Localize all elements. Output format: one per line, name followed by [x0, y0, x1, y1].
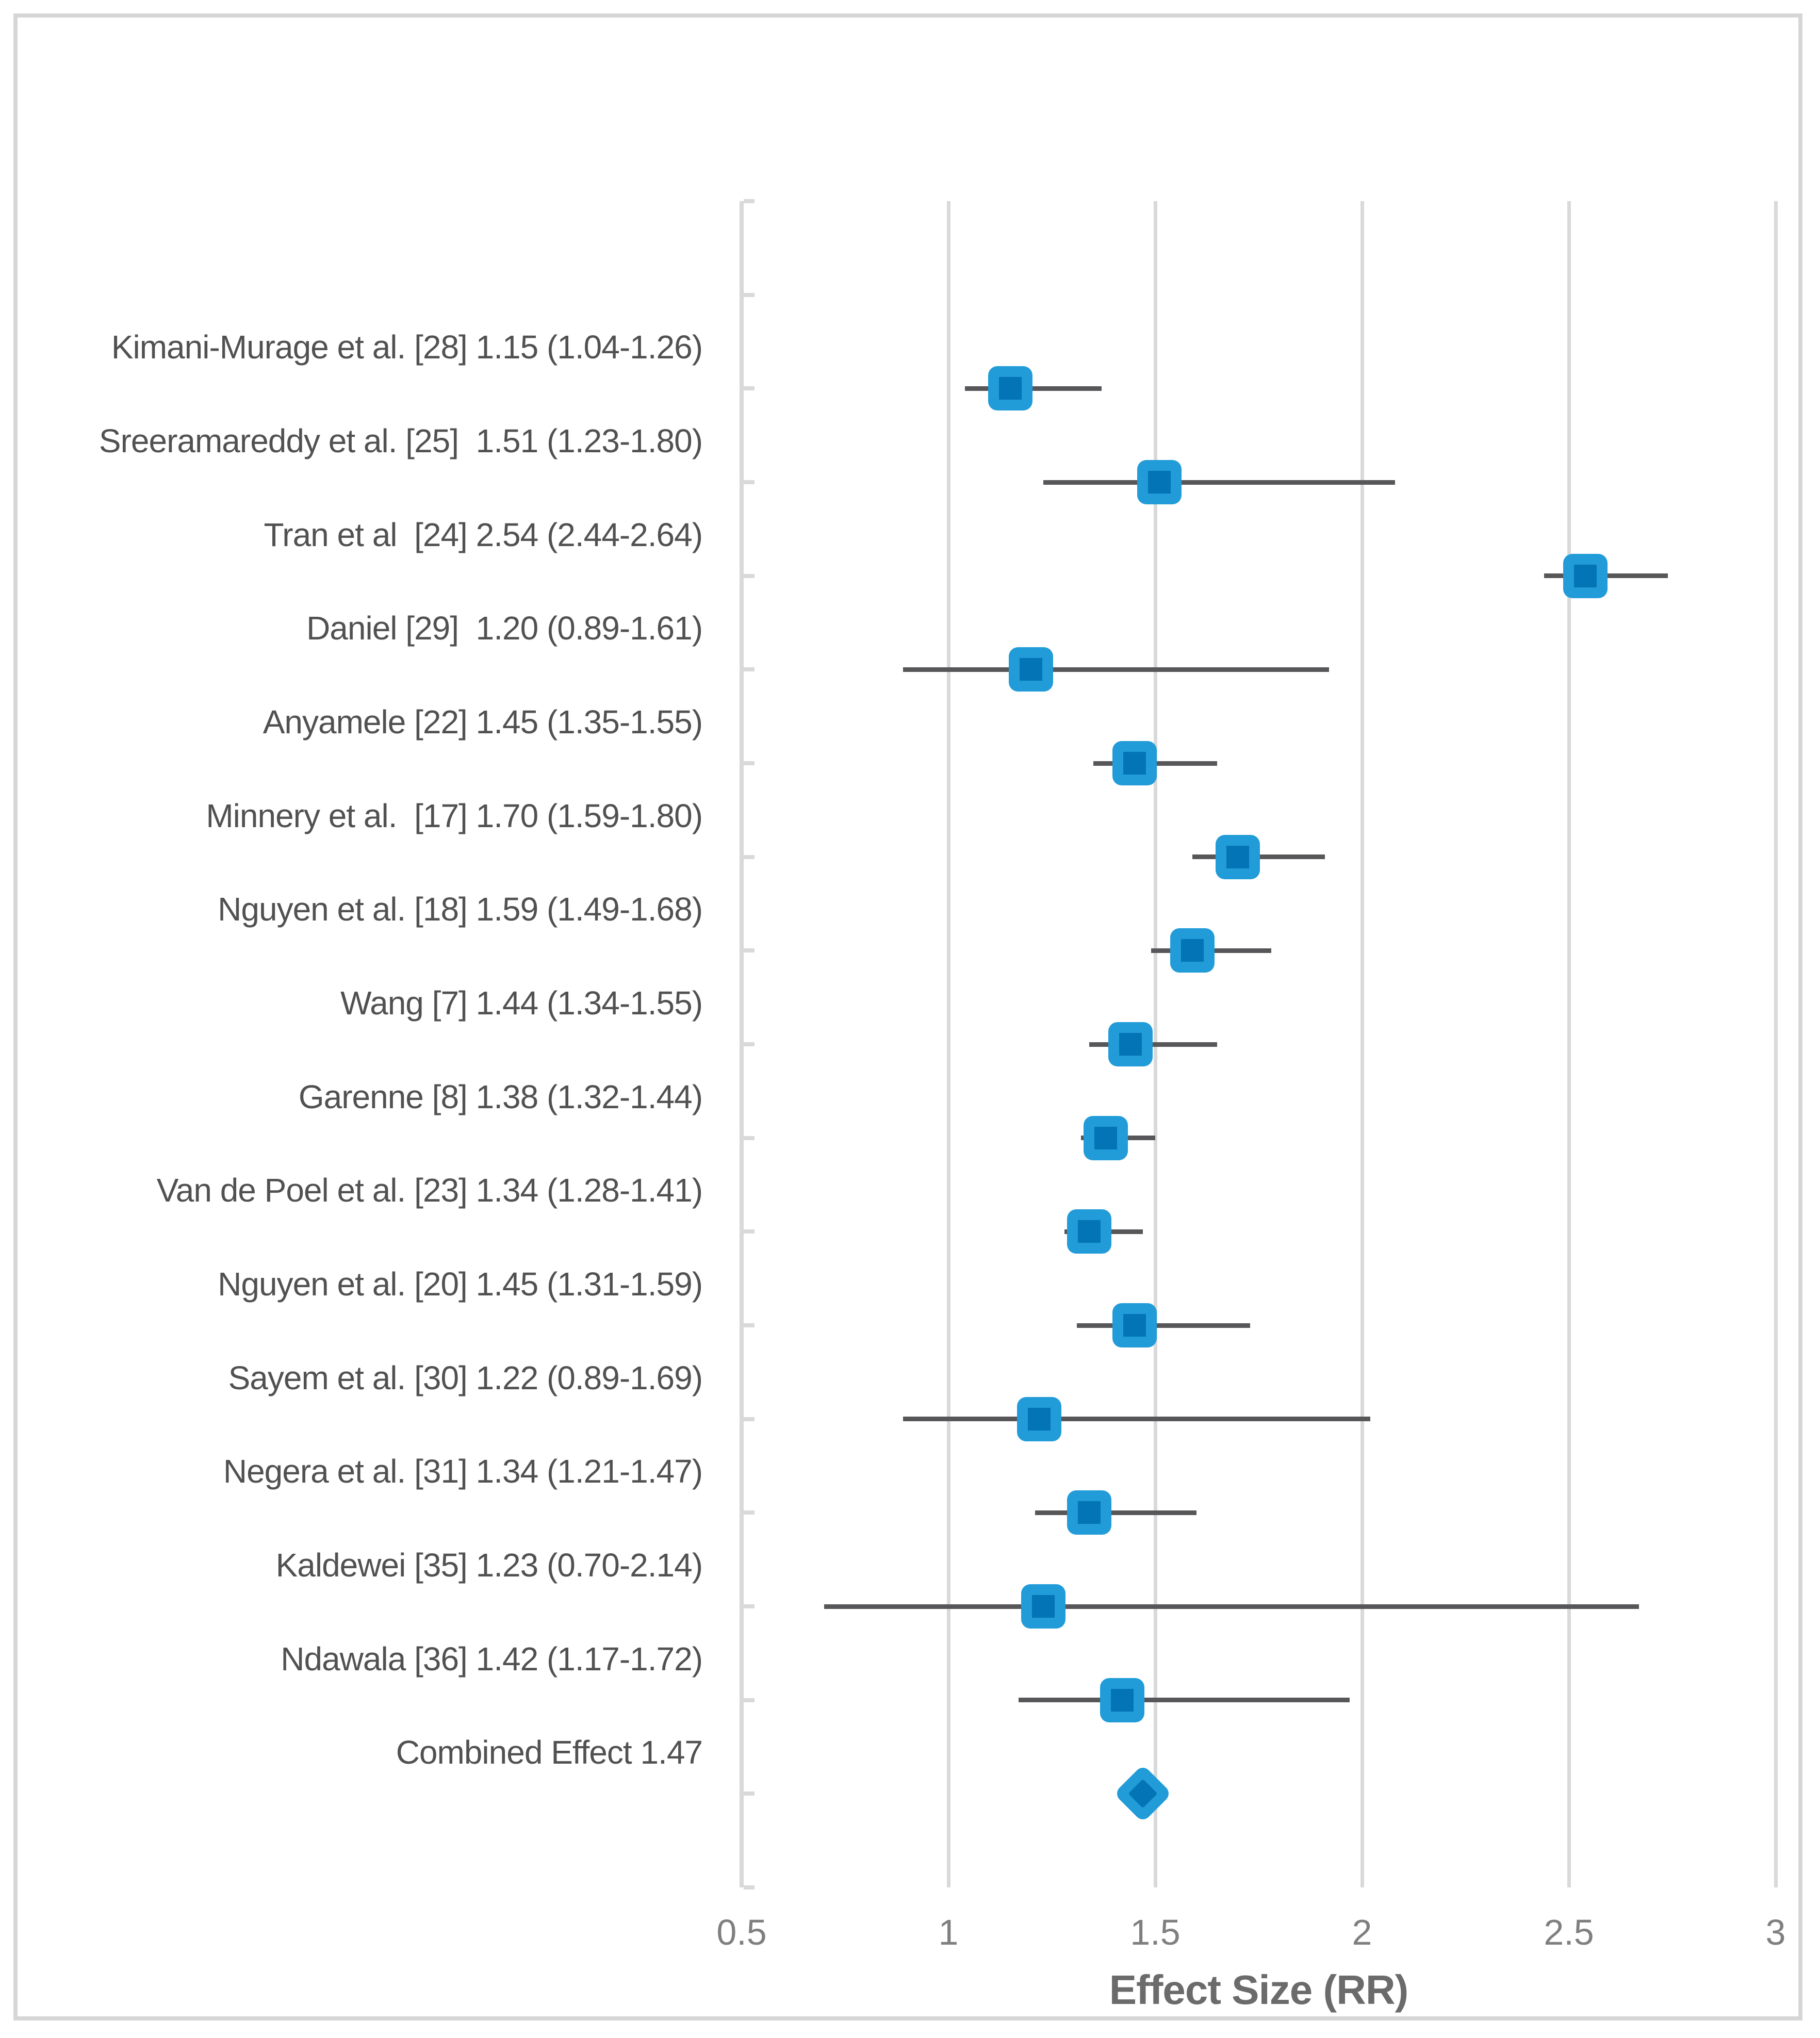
study-label: Ndawala [36] 1.42 (1.17-1.72) [281, 1640, 703, 1678]
study-label: Daniel [29] 1.20 (0.89-1.61) [306, 610, 703, 647]
y-axis-tick [744, 386, 755, 391]
effect-marker-inner [1148, 471, 1171, 494]
effect-marker-inner [1574, 564, 1597, 587]
study-label: Garenne [8] 1.38 (1.32-1.44) [298, 1078, 703, 1115]
y-axis-tick [744, 292, 755, 297]
study-label: Kimani-Murage et al. [28] 1.15 (1.04-1.2… [111, 328, 703, 366]
effect-marker-square [1216, 834, 1260, 879]
combined-effect-diamond [1113, 1764, 1172, 1823]
effect-marker-inner [1094, 1126, 1117, 1149]
effect-marker-square [1067, 1490, 1111, 1535]
y-axis-line [740, 201, 744, 1887]
gridline-3 [1774, 201, 1778, 1887]
study-label: Wang [7] 1.44 (1.34-1.55) [340, 984, 703, 1022]
effect-marker-inner [1123, 1314, 1146, 1337]
effect-marker-square [1108, 1022, 1153, 1066]
y-axis-tick [744, 1792, 755, 1796]
effect-marker-inner [1020, 658, 1043, 681]
chart-outer-border [13, 13, 1802, 2020]
y-axis-tick [744, 480, 755, 484]
effect-marker-inner [1110, 1688, 1134, 1712]
effect-marker-square [1067, 1209, 1111, 1254]
ci-error-bar [1043, 480, 1396, 485]
study-label: Anyamele [22] 1.45 (1.35-1.55) [263, 703, 703, 741]
y-axis-tick [744, 667, 755, 672]
effect-marker-inner [1077, 1220, 1101, 1243]
y-axis-tick [744, 573, 755, 578]
effect-marker-square [1021, 1584, 1066, 1629]
study-label: Kaldewei [35] 1.23 (0.70-2.14) [275, 1547, 703, 1584]
combined-effect-diamond-inner [1128, 1779, 1158, 1809]
y-axis-tick [744, 854, 755, 859]
ci-error-bar [1076, 1323, 1251, 1328]
study-label: Tran et al [24] 2.54 (2.44-2.64) [264, 516, 703, 553]
effect-marker-inner [1123, 752, 1146, 775]
gridline-2.5 [1567, 201, 1571, 1887]
effect-marker-square [1563, 553, 1608, 598]
ci-error-bar [824, 1604, 1639, 1609]
effect-marker-square [1100, 1678, 1144, 1722]
y-axis-tick [744, 199, 755, 203]
y-axis-tick [744, 1042, 755, 1046]
x-axis-title: Effect Size (RR) [1109, 1967, 1409, 2013]
study-label: Combined Effect 1.47 [396, 1734, 703, 1771]
effect-marker-square [1112, 741, 1157, 785]
gridline-1 [947, 201, 950, 1887]
y-axis-tick [744, 1323, 755, 1327]
x-tick-label-1: 1 [938, 1912, 959, 1952]
effect-marker-square [1112, 1303, 1157, 1347]
gridline-2 [1360, 201, 1364, 1887]
effect-marker-inner [1032, 1595, 1055, 1618]
study-label: Negera et al. [31] 1.34 (1.21-1.47) [223, 1453, 703, 1490]
study-label: Sreeramareddy et al. [25] 1.51 (1.23-1.8… [99, 422, 703, 459]
ci-error-bar [903, 667, 1329, 672]
y-axis-tick [744, 1136, 755, 1140]
y-axis-tick [744, 1698, 755, 1702]
effect-marker-square [1017, 1396, 1062, 1441]
x-tick-label-0.5: 0.5 [716, 1912, 767, 1952]
effect-marker-inner [1077, 1501, 1101, 1524]
y-axis-tick [744, 1417, 755, 1421]
y-axis-tick [744, 761, 755, 765]
study-label: Nguyen et al. [18] 1.59 (1.49-1.68) [218, 891, 703, 928]
ci-error-bar [903, 1417, 1371, 1422]
effect-marker-square [1170, 928, 1215, 973]
y-axis-tick [744, 1604, 755, 1608]
x-tick-label-1.5: 1.5 [1130, 1912, 1180, 1952]
effect-marker-inner [999, 377, 1022, 400]
y-axis-tick [744, 1229, 755, 1234]
ci-error-bar [1019, 1698, 1350, 1703]
study-label: Sayem et al. [30] 1.22 (0.89-1.69) [228, 1359, 703, 1396]
effect-marker-square [1083, 1115, 1128, 1160]
x-tick-label-3: 3 [1765, 1912, 1786, 1952]
study-label: Minnery et al. [17] 1.70 (1.59-1.80) [206, 797, 703, 834]
y-axis-tick [744, 948, 755, 953]
ci-error-bar [1089, 1042, 1218, 1047]
x-tick-label-2: 2 [1352, 1912, 1372, 1952]
effect-marker-inner [1119, 1033, 1142, 1056]
effect-marker-inner [1028, 1407, 1051, 1431]
y-axis-tick [744, 1510, 755, 1515]
effect-marker-square [1009, 647, 1054, 692]
ci-error-bar [965, 386, 1102, 391]
study-label: Nguyen et al. [20] 1.45 (1.31-1.59) [218, 1265, 703, 1303]
study-label: Van de Poel et al. [23] 1.34 (1.28-1.41) [156, 1172, 703, 1209]
x-tick-label-2.5: 2.5 [1544, 1912, 1594, 1952]
effect-marker-square [988, 366, 1033, 411]
effect-marker-inner [1226, 845, 1250, 868]
y-axis-tick [744, 1885, 755, 1889]
ci-error-bar [1035, 1510, 1197, 1515]
effect-marker-inner [1181, 939, 1204, 962]
effect-marker-square [1137, 460, 1182, 504]
